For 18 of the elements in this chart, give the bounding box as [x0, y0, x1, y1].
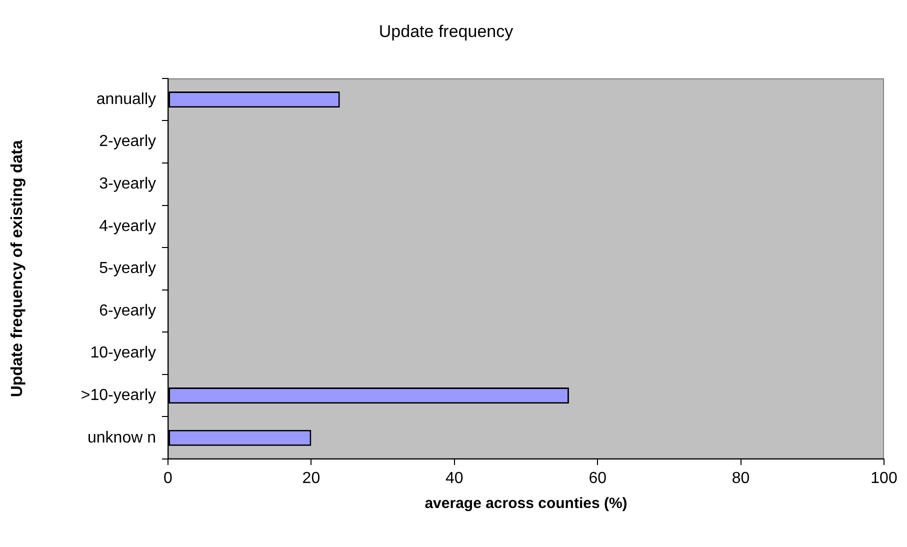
x-tick-label: 60	[588, 470, 607, 488]
y-tick-label: 2-yearly	[99, 133, 156, 150]
y-tick-label: 4-yearly	[99, 218, 156, 235]
chart-title: Update frequency	[378, 22, 514, 41]
x-tick-label: 0	[164, 470, 173, 488]
y-tick-label: 6-yearly	[99, 302, 156, 320]
x-tick-label: 40	[446, 470, 464, 488]
x-tick-label: 80	[732, 470, 750, 488]
y-tick-label: annually	[96, 90, 156, 108]
y-tick-label: 5-yearly	[99, 260, 156, 278]
y-axis-title: Update frequency of existing data	[9, 140, 26, 398]
y-tick-label: unknow n	[88, 429, 156, 446]
x-tick-label: 100	[870, 470, 898, 488]
y-tick-label: >10-yearly	[80, 386, 156, 404]
x-tick-label: 20	[302, 470, 320, 488]
y-tick-label: 3-yearly	[99, 176, 156, 193]
y-tick-label: 10-yearly	[90, 344, 156, 362]
x-axis-title: average across counties (%)	[424, 495, 628, 512]
